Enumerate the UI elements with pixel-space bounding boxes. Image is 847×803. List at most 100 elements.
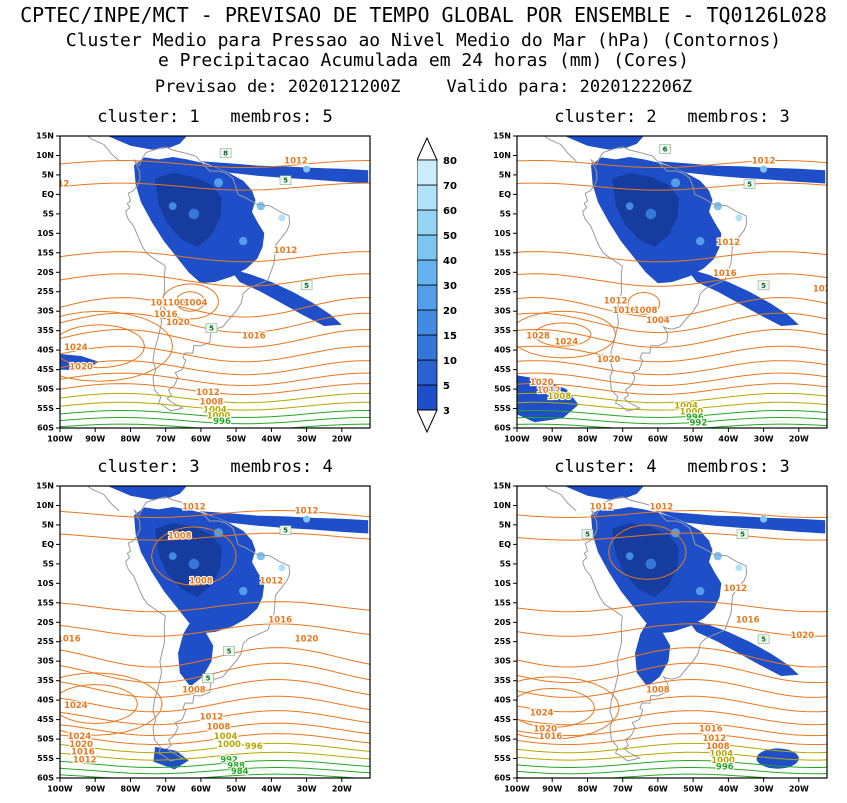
coastline-central-america — [544, 486, 577, 512]
pressure-contour — [60, 182, 370, 191]
pressure-contour — [517, 401, 827, 411]
colorbar-level-label: 10 — [443, 356, 457, 367]
colorbar-segment — [417, 184, 438, 211]
lat-tick-label: 50S — [494, 385, 511, 394]
colorbar-segment — [417, 159, 438, 186]
contour-label: 102 — [813, 285, 831, 295]
lon-tick-label: 100W — [47, 435, 73, 444]
contour-label: 1016 — [57, 635, 81, 645]
contour-label: 1012 — [284, 156, 308, 166]
pressure-contour — [517, 312, 827, 334]
lon-tick-label: 80W — [121, 435, 141, 444]
precip-area — [657, 511, 826, 534]
lon-tick-label: 20W — [789, 435, 809, 444]
value-marker-box — [223, 646, 235, 656]
colorbar-segment — [417, 284, 438, 311]
colorbar-level-label: 50 — [443, 231, 457, 242]
pressure-contour — [60, 383, 370, 395]
pressure-contour — [517, 760, 827, 768]
contour-label: 1004 — [646, 316, 670, 326]
panel-title: cluster: 3 membros: 4 — [97, 457, 333, 477]
pressure-contour — [60, 273, 370, 287]
lon-tick-label: 60W — [648, 435, 668, 444]
panel-title: cluster: 4 membros: 3 — [554, 457, 790, 477]
pressure-contour — [517, 297, 827, 318]
panel-title: cluster: 1 membros: 5 — [97, 107, 333, 127]
pressure-contour — [517, 423, 827, 428]
precip-spot — [168, 552, 177, 560]
lon-tick-label: 60W — [191, 785, 211, 794]
contour-label: 1000 — [711, 756, 735, 766]
contour-label: 1024 — [64, 701, 88, 711]
pressure-contour — [60, 662, 370, 684]
lat-tick-label: 10S — [494, 229, 511, 238]
precip-core — [612, 523, 679, 597]
lat-tick-label: 15S — [37, 248, 54, 257]
lat-tick-label: 55S — [37, 404, 54, 413]
pressure-contour — [517, 601, 827, 613]
lat-tick-label: 25S — [37, 637, 54, 646]
contour-label: 1016 — [268, 615, 292, 625]
contour-label: 1008 — [646, 685, 670, 695]
map-layers: 1012 101210121016102010081024102010161016… — [517, 486, 827, 778]
precip-spot — [188, 208, 200, 220]
lon-tick-label: 20W — [789, 785, 809, 794]
contour-label: 1008 — [182, 685, 206, 695]
lon-tick-label: 50W — [226, 435, 246, 444]
contour-label: 1012 — [200, 713, 224, 723]
contour-label: 1024 — [554, 337, 578, 347]
pressure-contour-high — [517, 310, 617, 359]
pressure-contour — [60, 760, 370, 768]
pressure-contour — [60, 345, 370, 363]
contour-label: 1020 — [166, 318, 190, 328]
colorbar-segment — [417, 384, 438, 411]
lon-tick-label: 50W — [683, 785, 703, 794]
lon-tick-label: 60W — [648, 785, 668, 794]
contour-label: 1004 — [214, 732, 238, 742]
precip-spot — [645, 558, 657, 570]
lat-tick-label: 55S — [37, 754, 54, 763]
lat-tick-label: 15S — [494, 248, 511, 257]
contour-label: 1024 — [530, 709, 554, 719]
pressure-contour-low — [161, 283, 220, 320]
lat-tick-label: 60S — [494, 424, 511, 433]
value-marker-label: 6 — [663, 146, 668, 154]
precip-area — [686, 618, 799, 676]
pressure-contour — [517, 273, 827, 287]
lat-tick-label: 25S — [494, 637, 511, 646]
contour-label: 1020 — [530, 378, 554, 388]
pressure-contour — [517, 372, 827, 387]
map-panel-cluster-2: cluster: 2 membros: 3 1012 1012 1016 102 1012… — [473, 104, 833, 446]
map-svg-cluster-4: 1012 101210121016102010081024102010161016… — [493, 482, 828, 794]
contour-label: 1012 — [73, 755, 97, 765]
pressure-contour-high — [517, 676, 620, 740]
value-marker-box — [219, 148, 232, 158]
value-marker-label: 5 — [747, 181, 752, 189]
precip-area — [200, 511, 369, 534]
pressure-contour-high — [534, 322, 592, 347]
pressure-contour — [60, 751, 370, 761]
pressure-contour — [517, 383, 827, 396]
contour-label: 1012 — [590, 502, 614, 512]
precip-area — [200, 161, 369, 184]
pressure-contour — [517, 733, 827, 745]
lon-tick-label: 60W — [191, 435, 211, 444]
contour-label: 1008 — [706, 742, 730, 752]
figure-subtitle-2: e Precipitacao Acumulada em 24 horas (mm… — [157, 50, 689, 71]
contour-label: 1012 — [537, 386, 561, 396]
precip-core — [155, 173, 222, 247]
pressure-contour — [517, 773, 780, 778]
contour-label: 1012 — [604, 296, 628, 306]
pressure-contour-high — [60, 324, 146, 369]
precip-area — [178, 622, 214, 687]
colorbar-segment — [417, 309, 438, 336]
colorbar-level-label: 20 — [443, 306, 457, 317]
pressure-contour — [60, 401, 370, 411]
contour-label: 1020 — [533, 724, 557, 734]
pressure-contour — [60, 601, 370, 613]
lat-tick-label: 50S — [37, 385, 54, 394]
contour-label: 1020 — [597, 355, 621, 365]
lon-tick-label: 100W — [504, 435, 530, 444]
pressure-contour — [60, 251, 370, 263]
pressure-contour-high — [60, 310, 174, 382]
